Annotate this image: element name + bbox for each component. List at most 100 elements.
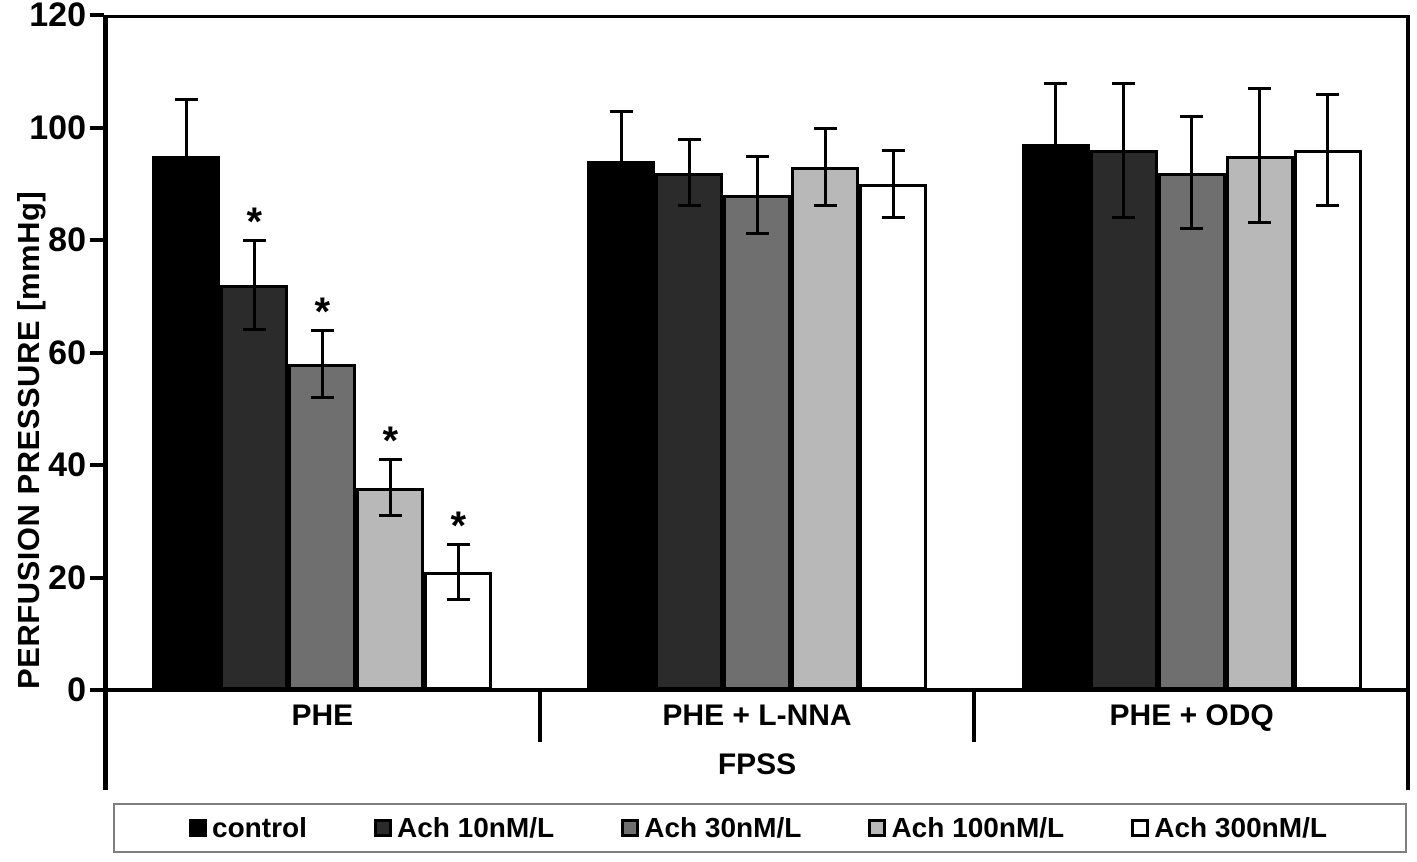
error-bar-line — [619, 110, 623, 212]
error-bar-line — [823, 127, 827, 207]
bar-ach-100nm-l — [356, 487, 425, 690]
error-bar-cap-bottom — [1112, 215, 1136, 219]
bar-control — [1021, 144, 1090, 690]
legend-item-ach-100nm-l: Ach 100nM/L — [868, 812, 1064, 844]
y-tick-label: 80 — [48, 221, 86, 259]
y-tick-label: 120 — [29, 0, 86, 34]
bar-control — [152, 155, 221, 690]
category-separator — [537, 690, 542, 742]
legend-box: control Ach 10nM/L Ach 30nM/L Ach 100nM/L Ac… — [113, 803, 1407, 853]
legend-item-label: Ach 100nM/L — [891, 812, 1065, 843]
bar-control — [587, 161, 655, 690]
bar-ach-30nm-l — [288, 363, 357, 690]
error-bar-cap-bottom — [242, 328, 266, 331]
error-bar-cap-top — [310, 329, 334, 332]
legend-item-label: Ach 30nM/L — [644, 812, 802, 843]
error-bar-line — [1122, 82, 1126, 218]
y-tick-mark — [90, 350, 104, 355]
bar-ach-30nm-l — [723, 195, 791, 690]
category-right-separator — [1406, 690, 1410, 790]
significance-asterisk: * — [314, 290, 331, 334]
error-bar-cap-top — [609, 109, 633, 113]
plot-right-border — [1406, 15, 1410, 690]
legend-swatch-icon — [373, 819, 392, 837]
y-tick-label: 0 — [67, 671, 86, 709]
error-bar-cap-bottom — [378, 513, 402, 517]
y-tick-label: 100 — [29, 108, 86, 147]
error-bar-line — [320, 330, 324, 398]
legend-item-ach-300nm-l: Ach 300nM/L — [1131, 812, 1327, 844]
x-axis-line — [103, 688, 1410, 692]
category-separator — [972, 690, 977, 742]
error-bar-line — [1054, 82, 1058, 207]
category-label-phe: PHE — [291, 699, 354, 732]
error-bar-line — [252, 240, 256, 330]
error-bar-cap-bottom — [609, 209, 633, 213]
x-axis-secondary-label: FPSS — [717, 748, 797, 781]
legend-item-ach-30nm-l: Ach 30nM/L — [621, 812, 801, 844]
error-bar-cap-bottom — [310, 395, 334, 399]
significance-asterisk: * — [382, 419, 399, 464]
error-bar-cap-top — [745, 154, 769, 158]
error-bar-cap-bottom — [881, 215, 905, 219]
error-bar-cap-bottom — [1180, 226, 1204, 230]
error-bar-cap-top — [242, 239, 266, 242]
error-bar-cap-top — [677, 137, 701, 141]
bar-ach-100nm-l — [791, 166, 859, 690]
bar-ach-10nm-l — [655, 172, 723, 690]
category-label-phe-l-nna: PHE + L-NNA — [662, 699, 852, 732]
error-bar-line — [1190, 116, 1194, 229]
y-tick-label: 40 — [48, 446, 86, 484]
error-bar-cap-bottom — [677, 204, 701, 208]
error-bar-cap-bottom — [174, 209, 198, 213]
legend-swatch-icon — [1131, 819, 1150, 837]
error-bar-cap-bottom — [1044, 204, 1068, 208]
error-bar-line — [1258, 88, 1262, 224]
error-bar-line — [687, 138, 691, 207]
y-tick-mark — [90, 463, 104, 467]
error-bar-cap-top — [446, 542, 470, 546]
error-bar-cap-top — [1180, 115, 1204, 119]
legend-item-ach-10nm-l: Ach 10nM/L — [373, 812, 554, 844]
error-bar-line — [388, 459, 392, 516]
error-bar-line — [755, 155, 759, 235]
y-axis-line — [103, 15, 108, 790]
error-bar-cap-top — [1112, 81, 1136, 85]
y-tick-label: 60 — [48, 333, 86, 372]
legend-swatch-icon — [621, 819, 640, 837]
legend-item-label: Ach 300nM/L — [1154, 812, 1327, 843]
error-bar-cap-top — [1248, 87, 1272, 91]
y-tick-mark — [90, 125, 104, 130]
significance-asterisk: * — [450, 503, 467, 548]
error-bar-line — [1326, 93, 1330, 207]
y-tick-mark — [90, 575, 104, 580]
error-bar-cap-top — [378, 458, 402, 462]
error-bar-cap-top — [813, 126, 837, 130]
error-bar-cap-bottom — [1316, 204, 1340, 208]
bar-ach-10nm-l — [220, 285, 289, 690]
y-tick-mark — [90, 13, 104, 17]
error-bar-cap-bottom — [745, 232, 769, 236]
error-bar-cap-bottom — [446, 598, 470, 601]
legend-item-control: control — [189, 812, 307, 844]
significance-asterisk: * — [246, 200, 263, 244]
bar-ach-10nm-l — [1089, 150, 1158, 690]
error-bar-cap-top — [174, 98, 198, 102]
legend-swatch-icon — [189, 819, 207, 837]
category-label-phe-odq: PHE + ODQ — [1109, 699, 1274, 732]
error-bar-cap-bottom — [1248, 221, 1272, 225]
error-bar-cap-top — [1316, 92, 1340, 96]
bar-ach-100nm-l — [1225, 155, 1294, 690]
error-bar-cap-top — [881, 149, 905, 152]
legend-item-label: control — [212, 812, 307, 843]
legend-swatch-icon — [868, 819, 887, 837]
bar-ach-30nm-l — [1157, 172, 1226, 690]
error-bar-cap-top — [1044, 81, 1068, 85]
error-bar-line — [456, 543, 460, 600]
bar-ach-300nm-l — [1293, 150, 1362, 690]
error-bar-line — [184, 99, 188, 212]
bar-ach-300nm-l — [859, 183, 927, 690]
error-bar-cap-bottom — [813, 204, 837, 208]
plot-top-border — [103, 15, 1410, 18]
